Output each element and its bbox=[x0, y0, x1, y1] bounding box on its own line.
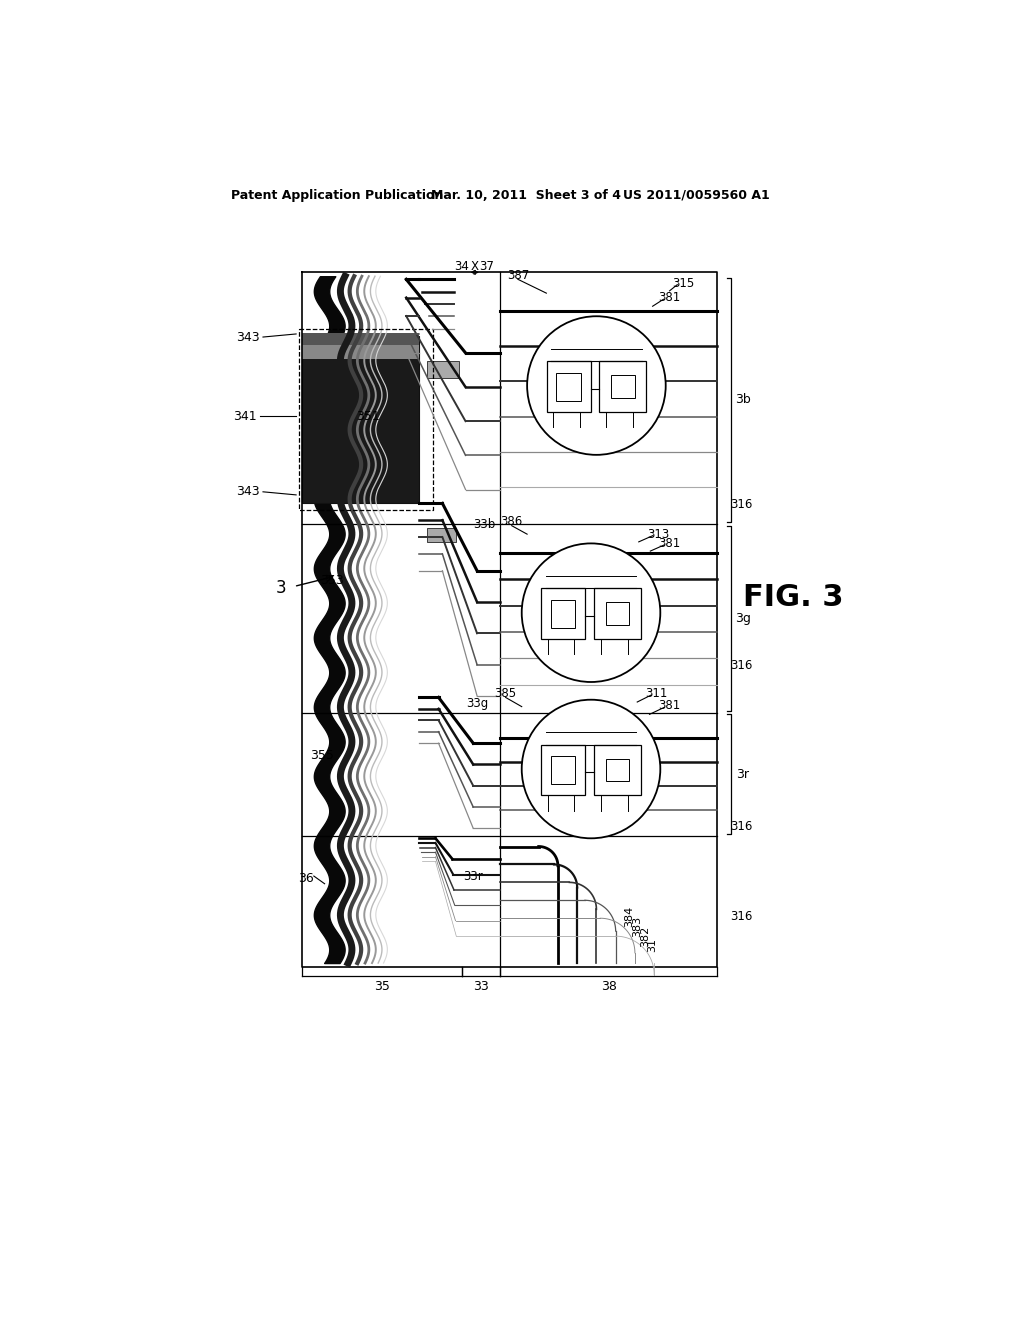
Text: 33g: 33g bbox=[466, 697, 488, 710]
Text: 316: 316 bbox=[730, 659, 753, 672]
Text: FIG. 3: FIG. 3 bbox=[742, 583, 843, 611]
Text: 31: 31 bbox=[647, 939, 657, 952]
Text: 315: 315 bbox=[673, 277, 694, 289]
Bar bbox=[605, 602, 629, 626]
Bar bbox=[605, 759, 629, 781]
Text: 387: 387 bbox=[507, 269, 529, 282]
Text: 311: 311 bbox=[645, 686, 668, 700]
Text: Patent Application Publication: Patent Application Publication bbox=[230, 189, 443, 202]
Text: 3g: 3g bbox=[735, 612, 751, 626]
Text: 3b: 3b bbox=[735, 393, 751, 407]
Text: 383: 383 bbox=[632, 916, 642, 937]
Bar bbox=[547, 362, 591, 412]
Bar bbox=[541, 589, 586, 639]
Text: 313: 313 bbox=[647, 528, 669, 541]
Text: 341: 341 bbox=[232, 409, 256, 422]
Bar bbox=[427, 528, 457, 543]
Bar bbox=[301, 333, 419, 345]
Text: 343: 343 bbox=[236, 330, 259, 343]
Bar bbox=[594, 744, 641, 796]
Text: 33r: 33r bbox=[463, 870, 483, 883]
Text: 34: 34 bbox=[455, 260, 469, 273]
Text: 33: 33 bbox=[473, 979, 488, 993]
Bar bbox=[551, 756, 575, 784]
Text: 36: 36 bbox=[298, 871, 314, 884]
Text: 316: 316 bbox=[730, 499, 753, 511]
Text: 316: 316 bbox=[730, 820, 753, 833]
Circle shape bbox=[521, 700, 660, 838]
Text: US 2011/0059560 A1: US 2011/0059560 A1 bbox=[624, 189, 770, 202]
Text: 381: 381 bbox=[658, 290, 681, 304]
Text: 382: 382 bbox=[640, 925, 650, 946]
Text: 38: 38 bbox=[601, 979, 616, 993]
Text: 386: 386 bbox=[501, 515, 523, 528]
Text: 33b: 33b bbox=[474, 519, 496, 532]
Circle shape bbox=[521, 544, 660, 682]
Bar bbox=[599, 362, 646, 412]
Bar bbox=[551, 599, 575, 627]
Text: 353: 353 bbox=[321, 574, 344, 587]
Text: Mar. 10, 2011  Sheet 3 of 4: Mar. 10, 2011 Sheet 3 of 4 bbox=[431, 189, 621, 202]
Bar bbox=[541, 744, 586, 796]
Text: 351: 351 bbox=[356, 409, 380, 422]
Text: 3: 3 bbox=[275, 579, 286, 597]
Bar bbox=[611, 375, 635, 397]
Text: 385: 385 bbox=[495, 686, 517, 700]
Bar bbox=[301, 339, 419, 359]
Circle shape bbox=[527, 317, 666, 455]
Bar bbox=[301, 335, 419, 503]
Text: 381: 381 bbox=[658, 537, 681, 550]
Text: 343: 343 bbox=[236, 486, 259, 499]
Text: 355: 355 bbox=[309, 748, 334, 762]
Text: 3r: 3r bbox=[736, 768, 750, 781]
Bar bbox=[556, 372, 581, 400]
Text: 381: 381 bbox=[658, 698, 681, 711]
Bar bbox=[594, 589, 641, 639]
Text: 35: 35 bbox=[374, 979, 389, 993]
Text: 37: 37 bbox=[479, 260, 495, 273]
Text: 384: 384 bbox=[625, 907, 635, 928]
Text: 316: 316 bbox=[730, 911, 753, 924]
Bar bbox=[427, 360, 460, 378]
Text: X: X bbox=[471, 260, 479, 273]
